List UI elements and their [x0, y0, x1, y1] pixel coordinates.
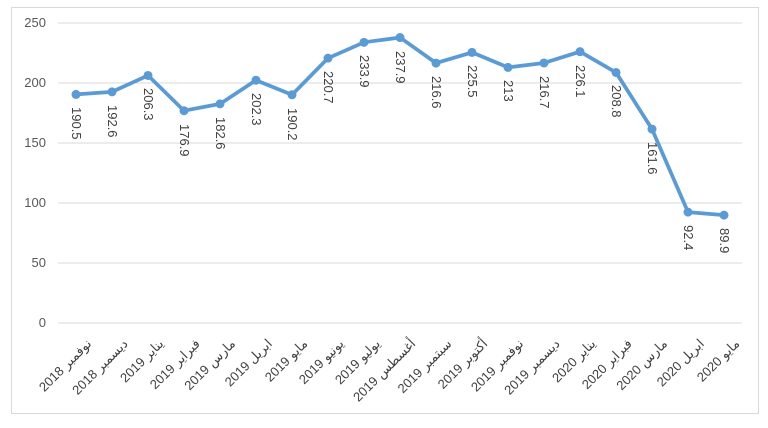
chart-frame: 0 50 100 150 200 250 نوفمبر 2018 ديسمبر 2018 ين… [11, 7, 759, 414]
point-data-label: 161.6 [645, 142, 660, 175]
point-data-label: 202.3 [249, 93, 264, 126]
point-data-label: 176.9 [177, 123, 192, 157]
data-point-marker [323, 53, 333, 63]
data-point-marker [287, 90, 297, 100]
data-point-marker [395, 33, 405, 43]
point-data-label: 216.6 [429, 76, 444, 109]
point-data-label: 190.2 [285, 107, 300, 141]
point-data-label: 92.4 [681, 225, 696, 251]
data-point-marker [179, 106, 189, 116]
data-point-marker [107, 87, 117, 97]
plot-area [58, 22, 742, 324]
y-axis-tick-label: 250 [24, 15, 46, 30]
point-data-label: 206.3 [141, 88, 156, 121]
data-point-marker [719, 210, 729, 220]
point-data-label: 226.1 [573, 64, 588, 98]
y-axis-tick-label: 0 [38, 315, 46, 330]
point-data-label: 233.9 [357, 55, 372, 88]
data-point-marker [539, 58, 549, 68]
data-point-marker [683, 207, 693, 217]
point-data-label: 182.6 [213, 116, 228, 150]
y-axis-tick-label: 150 [24, 135, 46, 150]
data-point-marker [575, 47, 585, 57]
data-point-marker [215, 99, 225, 109]
point-data-label: 190.5 [69, 107, 84, 140]
point-data-label: 220.7 [321, 71, 336, 104]
data-point-marker [71, 89, 81, 99]
point-data-label: 89.9 [717, 228, 732, 254]
data-point-marker [251, 75, 261, 85]
data-point-marker [647, 124, 657, 134]
point-data-label: 237.9 [393, 50, 408, 84]
y-axis-tick-label: 50 [31, 255, 46, 270]
point-data-label: 216.7 [537, 75, 552, 109]
y-axis-tick-label: 200 [24, 75, 46, 90]
point-data-label: 208.8 [609, 85, 624, 118]
data-point-marker [467, 47, 477, 57]
point-data-label: 192.6 [105, 104, 120, 138]
point-data-label: 213 [501, 80, 516, 103]
data-point-marker [431, 58, 441, 68]
data-point-marker [503, 62, 513, 72]
data-point-marker [143, 70, 153, 80]
point-data-label: 225.5 [465, 65, 480, 98]
data-point-marker [359, 37, 369, 47]
data-point-marker [611, 67, 621, 77]
y-axis-tick-label: 100 [24, 195, 46, 210]
